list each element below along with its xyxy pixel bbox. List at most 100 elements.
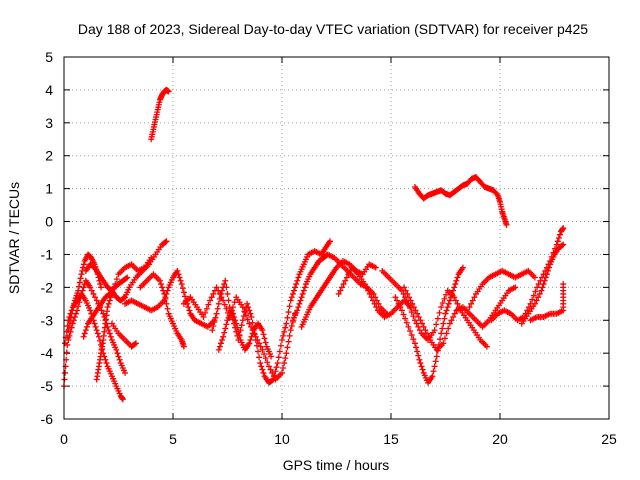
data-point xyxy=(110,286,117,293)
data-point xyxy=(95,333,102,340)
data-point xyxy=(221,301,228,308)
data-point xyxy=(466,304,473,311)
data-point xyxy=(292,284,299,291)
data-point xyxy=(75,283,82,290)
data-point xyxy=(436,309,443,316)
data-point xyxy=(256,354,263,361)
data-point xyxy=(438,304,445,311)
data-point xyxy=(397,304,404,311)
data-point xyxy=(451,310,458,317)
data-point xyxy=(164,305,171,312)
data-point xyxy=(432,358,439,365)
data-point xyxy=(108,290,115,297)
data-point xyxy=(541,277,548,284)
data-point xyxy=(205,301,212,308)
data-point xyxy=(531,274,538,281)
data-point xyxy=(536,290,543,297)
data-point xyxy=(293,281,300,288)
data-point xyxy=(113,276,120,283)
data-point xyxy=(271,372,278,379)
data-point xyxy=(409,300,416,307)
data-point xyxy=(338,284,345,291)
data-point xyxy=(410,336,417,343)
data-point xyxy=(294,307,301,314)
data-point xyxy=(216,343,223,350)
data-point xyxy=(159,284,166,291)
data-point xyxy=(259,327,266,334)
data-point xyxy=(297,297,304,304)
data-point xyxy=(217,290,224,297)
data-point xyxy=(107,294,114,301)
data-point xyxy=(64,323,71,330)
data-point xyxy=(261,335,268,342)
data-point xyxy=(68,324,75,331)
data-point xyxy=(249,330,256,337)
data-point xyxy=(534,284,541,291)
data-point xyxy=(433,353,440,360)
data-point xyxy=(529,296,536,303)
data-point xyxy=(240,313,247,320)
data-point xyxy=(402,287,409,294)
data-point xyxy=(555,235,562,241)
data-point xyxy=(445,325,452,332)
data-point xyxy=(262,339,269,346)
data-point xyxy=(273,364,280,371)
data-point xyxy=(415,352,422,359)
data-point xyxy=(185,304,192,311)
data-point xyxy=(203,305,210,312)
data-point xyxy=(208,294,215,301)
data-point xyxy=(512,284,519,291)
data-point xyxy=(76,279,83,286)
data-point xyxy=(445,300,452,307)
data-point xyxy=(215,346,222,353)
data-point xyxy=(440,320,447,327)
data-point xyxy=(279,337,285,344)
data-point xyxy=(259,366,266,373)
data-point xyxy=(446,320,453,327)
data-point xyxy=(408,309,415,316)
data-point xyxy=(441,315,448,322)
chart-title: Day 188 of 2023, Sidereal Day-to-day VTE… xyxy=(78,21,588,37)
data-point xyxy=(78,271,85,278)
data-point xyxy=(90,290,97,297)
data-point xyxy=(262,355,269,362)
series-upper-arc xyxy=(411,174,510,228)
data-point xyxy=(72,310,79,317)
data-point xyxy=(113,346,120,353)
data-point xyxy=(535,294,542,301)
data-point xyxy=(156,277,163,284)
y-tick-label: 2 xyxy=(45,148,53,164)
data-point xyxy=(437,336,444,343)
data-point xyxy=(434,315,441,322)
data-point xyxy=(259,346,266,353)
series-early-arc-i xyxy=(137,271,187,350)
series-late-cluster-c xyxy=(401,284,519,353)
data-point xyxy=(554,238,561,245)
y-tick-label: 4 xyxy=(45,82,53,98)
data-point xyxy=(269,377,276,384)
data-point xyxy=(225,297,232,304)
data-point xyxy=(247,310,254,317)
data-point xyxy=(411,340,418,347)
data-point xyxy=(444,304,451,311)
data-point xyxy=(207,297,214,304)
data-point xyxy=(422,327,429,334)
data-point xyxy=(560,281,567,288)
data-point xyxy=(282,324,289,331)
data-point xyxy=(286,303,293,310)
data-point xyxy=(483,343,490,350)
data-point xyxy=(223,305,230,312)
data-point xyxy=(88,287,95,294)
data-point xyxy=(68,307,75,314)
y-tick-label: -2 xyxy=(41,279,54,295)
series-late-cluster-g xyxy=(527,281,567,324)
data-point xyxy=(412,307,419,314)
data-point xyxy=(264,359,271,366)
data-point xyxy=(416,327,423,334)
data-point xyxy=(228,307,235,314)
data-point xyxy=(66,313,73,320)
data-point xyxy=(180,343,187,350)
data-point xyxy=(70,317,77,324)
data-point xyxy=(274,360,281,367)
